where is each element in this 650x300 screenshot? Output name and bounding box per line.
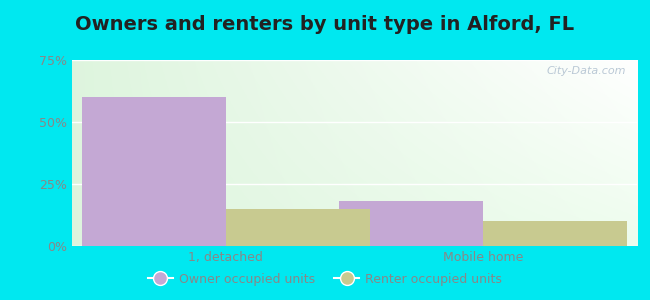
Legend: Owner occupied units, Renter occupied units: Owner occupied units, Renter occupied un…	[143, 268, 507, 291]
Text: City-Data.com: City-Data.com	[546, 66, 626, 76]
Bar	[226, 209, 370, 246]
Bar	[483, 221, 627, 246]
Bar	[339, 201, 483, 246]
Bar	[82, 97, 226, 246]
Text: Owners and renters by unit type in Alford, FL: Owners and renters by unit type in Alfor…	[75, 15, 575, 34]
